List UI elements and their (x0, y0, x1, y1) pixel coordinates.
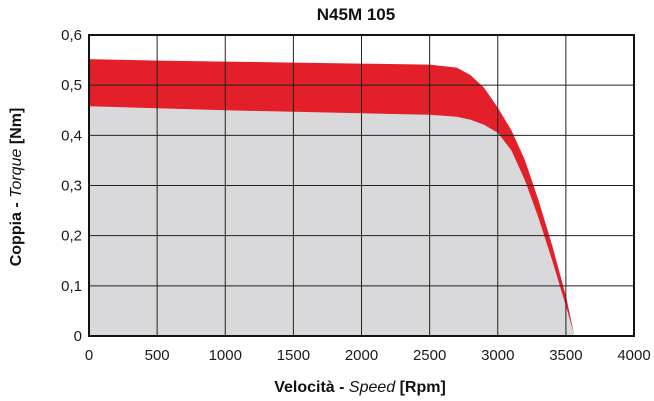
series-area-2 (89, 106, 574, 336)
x-tick-label: 3000 (481, 347, 514, 364)
x-tick-label: 2500 (413, 347, 446, 364)
y-tick-label: 0,3 (61, 178, 82, 195)
x-tick-label: 4000 (617, 347, 650, 364)
y-tick-label: 0,6 (61, 27, 82, 44)
x-tick-label: 1500 (277, 347, 310, 364)
y-tick-label: 0,2 (61, 228, 82, 245)
x-tick-label: 0 (85, 347, 93, 364)
x-tick-label: 1000 (209, 347, 242, 364)
x-tick-label: 3500 (549, 347, 582, 364)
y-axis-label-part2: [Nm] (8, 108, 25, 149)
y-tick-label: 0,1 (61, 278, 82, 295)
y-axis-label-part1: Coppia - (8, 198, 25, 266)
y-tick-label: 0,4 (61, 127, 82, 144)
x-tick-label: 500 (145, 347, 170, 364)
x-axis-label: Velocità - Speed [Rpm] (274, 379, 446, 396)
plot-frame (88, 34, 635, 337)
x-tick-labels: 0 500 1000 1500 2000 2500 3000 3500 4000 (85, 347, 651, 364)
x-axis-label-part2: [Rpm] (395, 379, 446, 396)
x-axis-label-italic: Speed (349, 379, 396, 396)
y-tick-label: 0 (74, 328, 82, 345)
x-axis-label-part1: Velocità - (274, 379, 349, 396)
y-axis-label-italic: Torque (8, 149, 25, 198)
chart-title: N45M 105 (317, 5, 395, 24)
plot-border (88, 34, 635, 337)
x-tick-label: 2000 (345, 347, 378, 364)
y-tick-label: 0,5 (61, 77, 82, 94)
y-axis-label: Coppia - Torque [Nm] (8, 108, 25, 267)
y-tick-labels: 0 0,1 0,2 0,3 0,4 0,5 0,6 (61, 27, 82, 345)
areas (89, 59, 574, 336)
